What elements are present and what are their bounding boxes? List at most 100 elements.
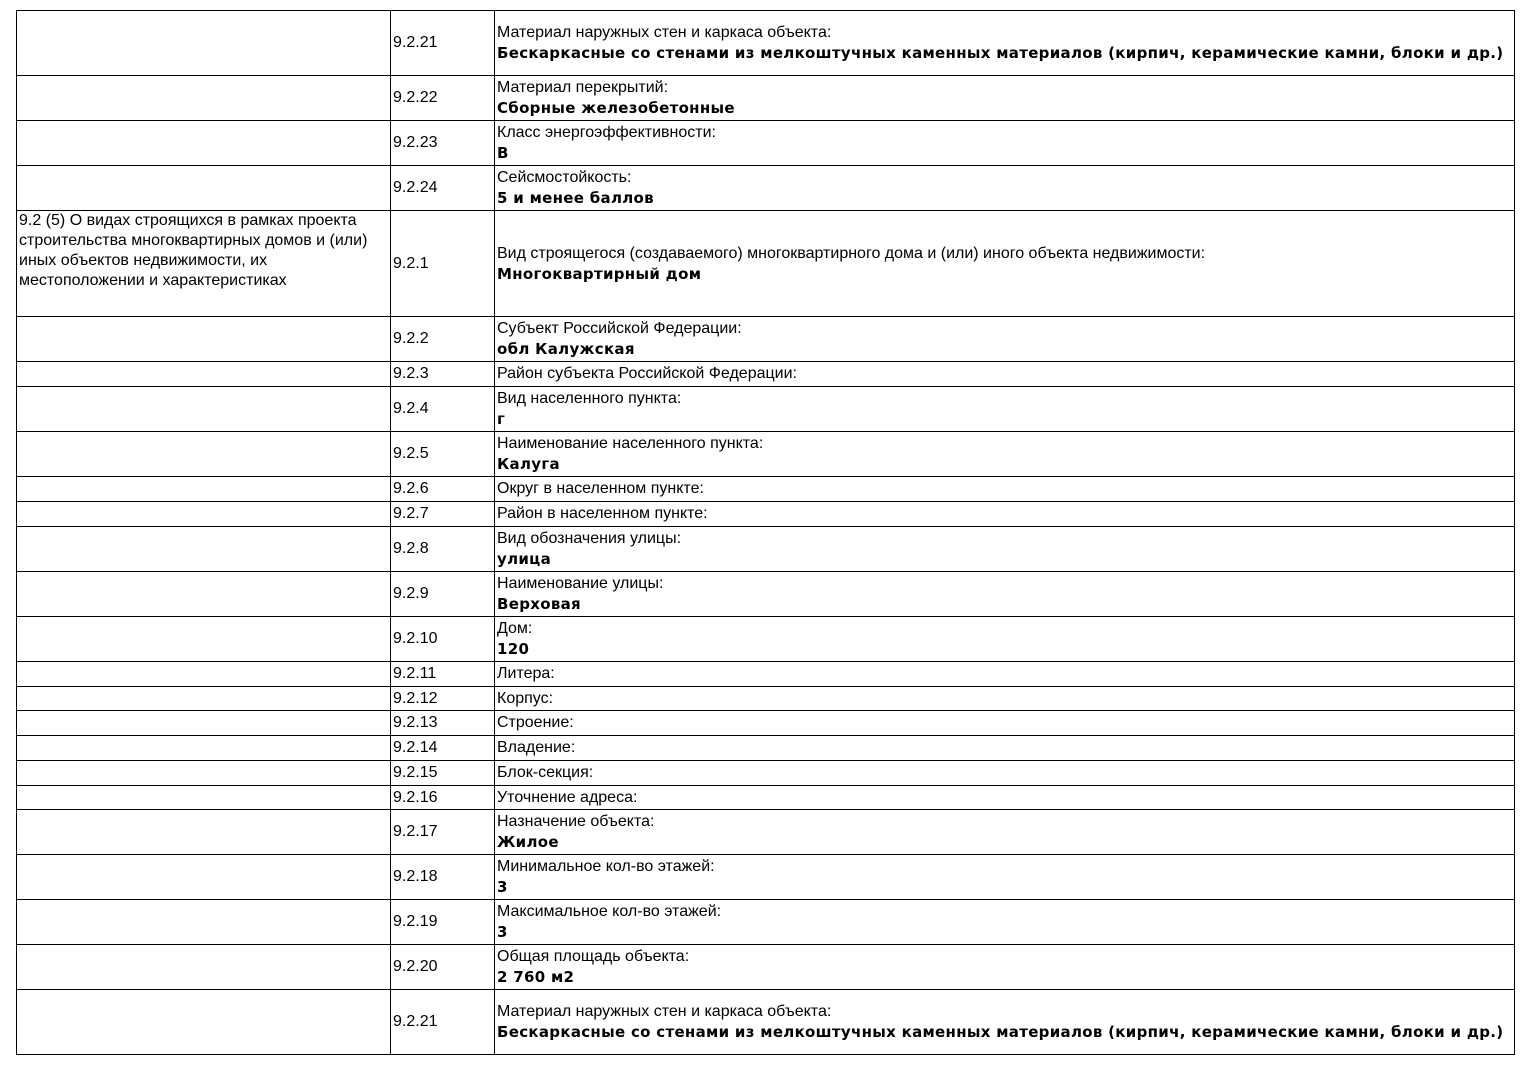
- table-row: 9.2.4 Вид населенного пункта: г: [16, 386, 1515, 432]
- item-number: 9.2.9: [390, 571, 495, 617]
- table-row: 9.2.5 Наименование населенного пункта: Кал…: [16, 431, 1515, 477]
- item-number: 9.2.3: [390, 361, 495, 387]
- section-cell: [16, 735, 391, 761]
- section-cell: [16, 476, 391, 502]
- table-row: 9.2.9 Наименование улицы: Верховая: [16, 571, 1515, 617]
- item-label: Общая площадь объекта:: [497, 948, 690, 965]
- section-cell: [16, 431, 391, 477]
- item-content: Район субъекта Российской Федерации:: [494, 361, 1515, 387]
- item-number: 9.2.21: [390, 10, 495, 76]
- item-value: Сборные железобетонные: [497, 99, 735, 117]
- item-value: Верховая: [497, 595, 581, 613]
- table-row: 9.2.14 Владение:: [16, 735, 1515, 761]
- item-label: Максимальное кол-во этажей:: [497, 903, 722, 920]
- item-number: 9.2.18: [390, 854, 495, 900]
- item-value: В: [497, 144, 509, 162]
- item-label: Уточнение адреса:: [497, 788, 638, 806]
- table-row: 9.2.20 Общая площадь объекта: 2 760 м2: [16, 944, 1515, 990]
- item-label: Класс энергоэффективности:: [497, 124, 716, 141]
- item-content: Вид населенного пункта: г: [494, 386, 1515, 432]
- item-number: 9.2.7: [390, 501, 495, 527]
- item-value: 3: [497, 878, 508, 896]
- item-label: Наименование улицы:: [497, 575, 664, 592]
- table-row: 9.2.21 Материал наружных стен и каркаса о…: [16, 989, 1515, 1055]
- item-content: Материал наружных стен и каркаса объекта…: [494, 989, 1515, 1055]
- item-number: 9.2.21: [390, 989, 495, 1055]
- section-cell: [16, 75, 391, 121]
- section-cell: [16, 809, 391, 855]
- item-label: Субъект Российской Федерации:: [497, 320, 742, 337]
- item-label: Наименование населенного пункта:: [497, 435, 764, 452]
- item-value: 2 760 м2: [497, 968, 575, 986]
- item-label: Минимальное кол-во этажей:: [497, 858, 715, 875]
- table-row: 9.2.23 Класс энергоэффективности: В: [16, 120, 1515, 166]
- item-number: 9.2.15: [390, 760, 495, 786]
- item-content: Литера:: [494, 661, 1515, 687]
- item-content: Общая площадь объекта: 2 760 м2: [494, 944, 1515, 990]
- item-label: Назначение объекта:: [497, 813, 655, 830]
- item-content: Субъект Российской Федерации: обл Калужск…: [494, 316, 1515, 362]
- item-content: Район в населенном пункте:: [494, 501, 1515, 527]
- item-label: Материал наружных стен и каркаса объекта…: [497, 1003, 832, 1020]
- item-content: Максимальное кол-во этажей: 3: [494, 899, 1515, 945]
- table-row: 9.2 (5) О видах строящихся в рамках прое…: [16, 210, 1515, 317]
- item-value: Калуга: [497, 455, 560, 473]
- item-label: Материал наружных стен и каркаса объекта…: [497, 24, 832, 41]
- table-row: 9.2.19 Максимальное кол-во этажей: 3: [16, 899, 1515, 945]
- section-cell: [16, 616, 391, 662]
- item-value: Бескаркасные со стенами из мелкоштучных …: [497, 1023, 1504, 1041]
- item-number: 9.2.22: [390, 75, 495, 121]
- item-label: Материал перекрытий:: [497, 79, 669, 96]
- item-value: улица: [497, 550, 552, 568]
- table-row: 9.2.2 Субъект Российской Федерации: обл Ка…: [16, 316, 1515, 362]
- item-content: Строение:: [494, 710, 1515, 736]
- item-label: Вид обозначения улицы:: [497, 530, 682, 547]
- item-content: Назначение объекта: Жилое: [494, 809, 1515, 855]
- item-content: Материал перекрытий: Сборные железобетонн…: [494, 75, 1515, 121]
- item-label: Район субъекта Российской Федерации:: [497, 365, 797, 382]
- item-value: Жилое: [497, 833, 559, 851]
- item-number: 9.2.11: [390, 661, 495, 687]
- section-cell: [16, 661, 391, 687]
- table-row: 9.2.8 Вид обозначения улицы: улица: [16, 526, 1515, 572]
- item-number: 9.2.17: [390, 809, 495, 855]
- item-number: 9.2.16: [390, 785, 495, 810]
- item-content: Владение:: [494, 735, 1515, 761]
- item-value: обл Калужская: [497, 340, 635, 358]
- item-label: Вид строящегося (создаваемого) многоквар…: [497, 244, 1206, 262]
- table-row: 9.2.13 Строение:: [16, 710, 1515, 736]
- section-cell: [16, 316, 391, 362]
- item-number: 9.2.20: [390, 944, 495, 990]
- item-number: 9.2.14: [390, 735, 495, 761]
- item-label: Сейсмостойкость:: [497, 169, 632, 186]
- item-label: Район в населенном пункте:: [497, 505, 708, 522]
- item-content: Корпус:: [494, 686, 1515, 711]
- item-content: Класс энергоэффективности: В: [494, 120, 1515, 166]
- table-row: 9.2.18 Минимальное кол-во этажей: 3: [16, 854, 1515, 900]
- table-row: 9.2.3 Район субъекта Российской Федерации…: [16, 361, 1515, 387]
- table-row: 9.2.17 Назначение объекта: Жилое: [16, 809, 1515, 855]
- item-value: 3: [497, 923, 508, 941]
- table-row: 9.2.21 Материал наружных стен и каркаса о…: [16, 10, 1515, 76]
- item-content: Уточнение адреса:: [494, 785, 1515, 810]
- table-row: 9.2.22 Материал перекрытий: Сборные железо…: [16, 75, 1515, 121]
- item-value: 120: [497, 640, 530, 658]
- table-row: 9.2.10 Дом: 120: [16, 616, 1515, 662]
- item-label: Округ в населенном пункте:: [497, 480, 704, 497]
- item-content: Блок-секция:: [494, 760, 1515, 786]
- table-row: 9.2.24 Сейсмостойкость: 5 и менее баллов: [16, 165, 1515, 211]
- table-row: 9.2.16 Уточнение адреса:: [16, 785, 1515, 810]
- item-content: Вид обозначения улицы: улица: [494, 526, 1515, 572]
- table-row: 9.2.6 Округ в населенном пункте:: [16, 476, 1515, 502]
- section-cell: [16, 899, 391, 945]
- section-cell: [16, 571, 391, 617]
- item-content: Материал наружных стен и каркаса объекта…: [494, 10, 1515, 76]
- section-cell: [16, 944, 391, 990]
- section-cell: [16, 989, 391, 1055]
- item-label: Блок-секция:: [497, 764, 594, 781]
- item-label: Корпус:: [497, 689, 554, 707]
- item-label: Владение:: [497, 739, 576, 756]
- section-cell: [16, 120, 391, 166]
- section-cell: [16, 785, 391, 810]
- item-number: 9.2.19: [390, 899, 495, 945]
